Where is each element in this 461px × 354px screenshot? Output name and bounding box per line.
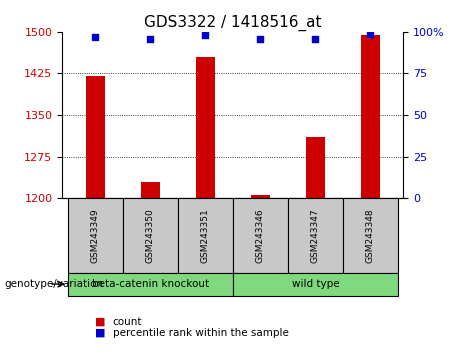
Point [201,32,209,38]
Point [92,34,99,40]
Title: GDS3322 / 1418516_at: GDS3322 / 1418516_at [144,14,322,30]
Bar [86,76,105,198]
Text: GSM243348: GSM243348 [366,208,375,263]
Text: ■: ■ [95,328,106,338]
Text: GSM243346: GSM243346 [256,208,265,263]
Point [147,36,154,41]
Bar [361,35,380,198]
Bar [141,182,160,198]
Text: ■: ■ [95,317,106,327]
Text: GSM243350: GSM243350 [146,208,155,263]
Text: GSM243347: GSM243347 [311,208,320,263]
Text: GSM243351: GSM243351 [201,208,210,263]
Point [257,36,264,41]
Text: GSM243349: GSM243349 [91,208,100,263]
Point [312,36,319,41]
Bar [251,195,270,198]
Bar [306,137,325,198]
Text: percentile rank within the sample: percentile rank within the sample [113,328,289,338]
Text: beta-catenin knockout: beta-catenin knockout [92,279,209,289]
Point [366,31,374,36]
Text: genotype/variation: genotype/variation [5,279,104,289]
Bar [195,57,215,198]
Text: count: count [113,317,142,327]
Text: wild type: wild type [291,279,339,289]
